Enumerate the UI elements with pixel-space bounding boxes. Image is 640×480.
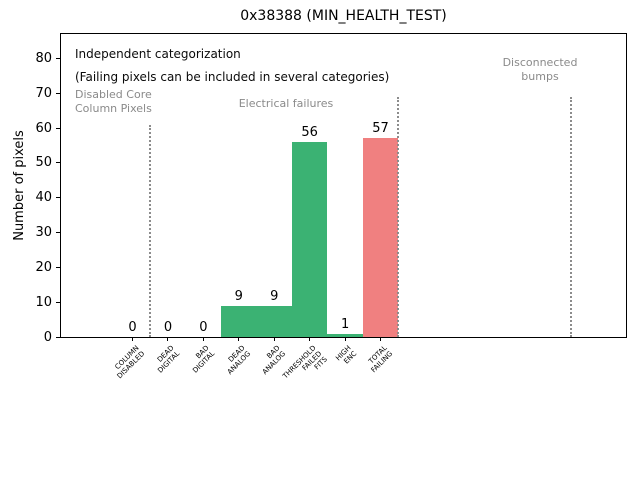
y-tick-label: 10 (35, 294, 52, 310)
y-tick-mark (56, 162, 60, 164)
bar-3 (221, 305, 257, 337)
x-tick-mark (344, 337, 346, 341)
chart-title: 0x38388 (MIN_HEALTH_TEST) (240, 8, 447, 24)
x-tick-mark (238, 337, 240, 341)
y-tick-label: 70 (35, 85, 52, 101)
x-tick-mark (132, 337, 134, 341)
bar-value-label: 9 (234, 288, 243, 304)
y-tick-label: 20 (35, 259, 52, 275)
bar-5 (291, 141, 328, 337)
bar-value-label: 0 (163, 320, 173, 335)
y-axis-label: Number of pixels (12, 130, 27, 241)
separator-line-1 (397, 96, 400, 337)
x-tick-mark (202, 337, 204, 341)
y-tick-mark (56, 197, 60, 199)
bar-value-label: 0 (199, 320, 208, 335)
y-tick-mark (56, 92, 60, 94)
annotation-independent-categorization: Independent categorization (75, 47, 241, 61)
bar-7 (362, 138, 399, 337)
y-tick-label: 30 (35, 225, 52, 241)
y-tick-mark (56, 301, 60, 303)
y-tick-mark (56, 127, 60, 129)
annotation-disconnected-bumps: Disconnected bumps (502, 56, 578, 83)
annotation-electrical-failures: Electrical failures (238, 97, 334, 110)
y-tick-mark (56, 266, 60, 268)
y-tick-label: 40 (35, 190, 52, 206)
separator-line-0 (149, 124, 152, 337)
bar-value-label: 1 (340, 316, 350, 332)
bar-value-label: 56 (301, 124, 318, 140)
y-tick-mark (56, 57, 60, 59)
x-tick-mark (167, 337, 169, 341)
y-tick-mark (56, 336, 60, 338)
y-tick-label: 0 (43, 329, 52, 345)
x-tick-mark (273, 337, 275, 341)
bar-6 (327, 333, 363, 337)
bar-4 (256, 305, 292, 337)
bar-value-label: 57 (372, 121, 389, 137)
x-tick-mark (380, 337, 382, 341)
x-tick-mark (309, 337, 311, 341)
separator-line-2 (570, 96, 573, 337)
y-tick-label: 50 (35, 155, 52, 171)
annotation-failing-note: (Failing pixels can be included in sever… (75, 70, 390, 84)
bar-value-label: 9 (270, 288, 279, 304)
plot-area: Independent categorization (Failing pixe… (60, 33, 627, 338)
y-tick-mark (56, 232, 60, 234)
bar-value-label: 0 (128, 320, 137, 335)
y-tick-label: 80 (35, 50, 52, 66)
y-tick-label: 60 (35, 120, 52, 136)
annotation-disabled-core-column-pixels: Disabled Core Column Pixels (75, 88, 152, 115)
